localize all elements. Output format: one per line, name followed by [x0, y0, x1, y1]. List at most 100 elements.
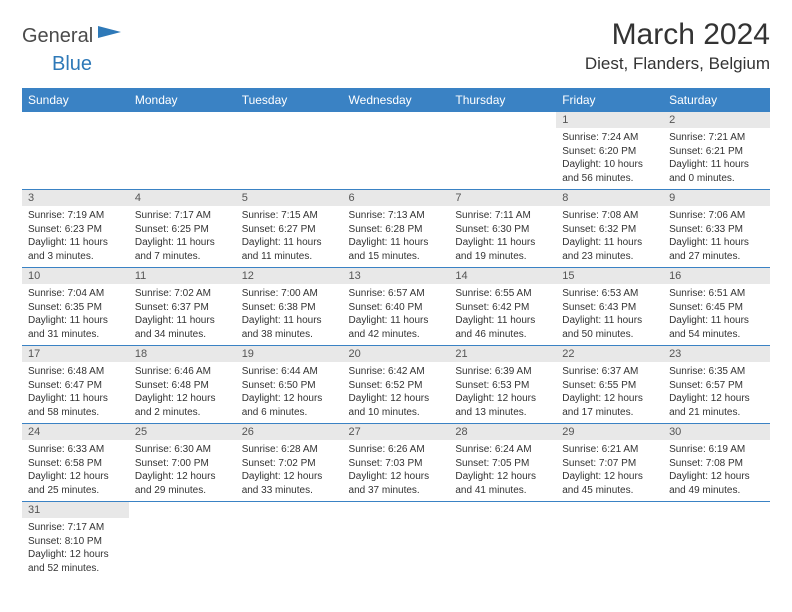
calendar-cell: [449, 112, 556, 190]
sunrise-text: Sunrise: 6:57 AM: [349, 287, 444, 301]
daylight-text-1: Daylight: 12 hours: [135, 392, 230, 406]
calendar-cell: 5Sunrise: 7:15 AMSunset: 6:27 PMDaylight…: [236, 190, 343, 268]
sunset-text: Sunset: 6:55 PM: [562, 379, 657, 393]
calendar-cell: [663, 502, 770, 580]
calendar-cell: 7Sunrise: 7:11 AMSunset: 6:30 PMDaylight…: [449, 190, 556, 268]
daylight-text-1: Daylight: 12 hours: [669, 392, 764, 406]
sunrise-text: Sunrise: 7:15 AM: [242, 209, 337, 223]
sunset-text: Sunset: 7:07 PM: [562, 457, 657, 471]
sunset-text: Sunset: 6:42 PM: [455, 301, 550, 315]
calendar-cell: [449, 502, 556, 580]
calendar-cell: 13Sunrise: 6:57 AMSunset: 6:40 PMDayligh…: [343, 268, 450, 346]
calendar-cell: 21Sunrise: 6:39 AMSunset: 6:53 PMDayligh…: [449, 346, 556, 424]
day-content: Sunrise: 6:19 AMSunset: 7:08 PMDaylight:…: [663, 440, 770, 501]
sunrise-text: Sunrise: 6:51 AM: [669, 287, 764, 301]
sunrise-text: Sunrise: 6:30 AM: [135, 443, 230, 457]
daylight-text-1: Daylight: 12 hours: [242, 470, 337, 484]
daylight-text-2: and 15 minutes.: [349, 250, 444, 264]
daylight-text-2: and 38 minutes.: [242, 328, 337, 342]
day-number: 16: [663, 268, 770, 284]
daylight-text-1: Daylight: 12 hours: [28, 470, 123, 484]
day-content: Sunrise: 7:02 AMSunset: 6:37 PMDaylight:…: [129, 284, 236, 345]
day-content: Sunrise: 6:51 AMSunset: 6:45 PMDaylight:…: [663, 284, 770, 345]
day-content: Sunrise: 6:26 AMSunset: 7:03 PMDaylight:…: [343, 440, 450, 501]
weekday-thursday: Thursday: [449, 88, 556, 112]
sunset-text: Sunset: 6:25 PM: [135, 223, 230, 237]
day-content: Sunrise: 6:35 AMSunset: 6:57 PMDaylight:…: [663, 362, 770, 423]
day-content: Sunrise: 6:24 AMSunset: 7:05 PMDaylight:…: [449, 440, 556, 501]
calendar-cell: 12Sunrise: 7:00 AMSunset: 6:38 PMDayligh…: [236, 268, 343, 346]
sunset-text: Sunset: 6:27 PM: [242, 223, 337, 237]
logo: General: [22, 18, 125, 47]
calendar-cell: [236, 502, 343, 580]
daylight-text-2: and 19 minutes.: [455, 250, 550, 264]
sunrise-text: Sunrise: 6:33 AM: [28, 443, 123, 457]
title-block: March 2024 Diest, Flanders, Belgium: [585, 18, 770, 74]
daylight-text-2: and 2 minutes.: [135, 406, 230, 420]
day-content: Sunrise: 6:28 AMSunset: 7:02 PMDaylight:…: [236, 440, 343, 501]
daylight-text-2: and 23 minutes.: [562, 250, 657, 264]
daylight-text-2: and 58 minutes.: [28, 406, 123, 420]
daylight-text-1: Daylight: 12 hours: [455, 392, 550, 406]
daylight-text-2: and 13 minutes.: [455, 406, 550, 420]
sunset-text: Sunset: 7:05 PM: [455, 457, 550, 471]
day-content: Sunrise: 7:24 AMSunset: 6:20 PMDaylight:…: [556, 128, 663, 189]
sunset-text: Sunset: 6:58 PM: [28, 457, 123, 471]
day-content: Sunrise: 7:19 AMSunset: 6:23 PMDaylight:…: [22, 206, 129, 267]
day-number: 27: [343, 424, 450, 440]
calendar-cell: 16Sunrise: 6:51 AMSunset: 6:45 PMDayligh…: [663, 268, 770, 346]
day-content: Sunrise: 6:30 AMSunset: 7:00 PMDaylight:…: [129, 440, 236, 501]
day-number: 19: [236, 346, 343, 362]
daylight-text-1: Daylight: 12 hours: [349, 470, 444, 484]
calendar-cell: 27Sunrise: 6:26 AMSunset: 7:03 PMDayligh…: [343, 424, 450, 502]
daylight-text-1: Daylight: 11 hours: [349, 236, 444, 250]
calendar-cell: 25Sunrise: 6:30 AMSunset: 7:00 PMDayligh…: [129, 424, 236, 502]
sunset-text: Sunset: 6:45 PM: [669, 301, 764, 315]
day-number: 7: [449, 190, 556, 206]
day-number: 22: [556, 346, 663, 362]
sunrise-text: Sunrise: 7:21 AM: [669, 131, 764, 145]
day-content: Sunrise: 6:53 AMSunset: 6:43 PMDaylight:…: [556, 284, 663, 345]
daylight-text-1: Daylight: 11 hours: [28, 314, 123, 328]
daylight-text-2: and 49 minutes.: [669, 484, 764, 498]
calendar-week-row: 10Sunrise: 7:04 AMSunset: 6:35 PMDayligh…: [22, 268, 770, 346]
sunset-text: Sunset: 6:37 PM: [135, 301, 230, 315]
logo-text-general: General: [22, 26, 93, 46]
calendar-cell: [343, 112, 450, 190]
sunset-text: Sunset: 6:50 PM: [242, 379, 337, 393]
calendar-cell: 17Sunrise: 6:48 AMSunset: 6:47 PMDayligh…: [22, 346, 129, 424]
sunset-text: Sunset: 6:38 PM: [242, 301, 337, 315]
daylight-text-2: and 56 minutes.: [562, 172, 657, 186]
calendar-week-row: 24Sunrise: 6:33 AMSunset: 6:58 PMDayligh…: [22, 424, 770, 502]
day-number: 12: [236, 268, 343, 284]
daylight-text-2: and 31 minutes.: [28, 328, 123, 342]
calendar-week-row: 1Sunrise: 7:24 AMSunset: 6:20 PMDaylight…: [22, 112, 770, 190]
calendar-cell: 10Sunrise: 7:04 AMSunset: 6:35 PMDayligh…: [22, 268, 129, 346]
daylight-text-2: and 37 minutes.: [349, 484, 444, 498]
day-content: Sunrise: 7:21 AMSunset: 6:21 PMDaylight:…: [663, 128, 770, 189]
sunset-text: Sunset: 7:00 PM: [135, 457, 230, 471]
daylight-text-1: Daylight: 11 hours: [135, 314, 230, 328]
day-number: 9: [663, 190, 770, 206]
weekday-saturday: Saturday: [663, 88, 770, 112]
day-content: Sunrise: 6:44 AMSunset: 6:50 PMDaylight:…: [236, 362, 343, 423]
day-content: Sunrise: 6:46 AMSunset: 6:48 PMDaylight:…: [129, 362, 236, 423]
sunset-text: Sunset: 6:52 PM: [349, 379, 444, 393]
sunset-text: Sunset: 6:48 PM: [135, 379, 230, 393]
daylight-text-2: and 33 minutes.: [242, 484, 337, 498]
day-number: 31: [22, 502, 129, 518]
sunset-text: Sunset: 6:43 PM: [562, 301, 657, 315]
daylight-text-1: Daylight: 12 hours: [242, 392, 337, 406]
daylight-text-1: Daylight: 11 hours: [28, 392, 123, 406]
calendar-week-row: 3Sunrise: 7:19 AMSunset: 6:23 PMDaylight…: [22, 190, 770, 268]
calendar-cell: 14Sunrise: 6:55 AMSunset: 6:42 PMDayligh…: [449, 268, 556, 346]
daylight-text-1: Daylight: 11 hours: [242, 236, 337, 250]
day-number: 2: [663, 112, 770, 128]
calendar-cell: 8Sunrise: 7:08 AMSunset: 6:32 PMDaylight…: [556, 190, 663, 268]
day-content: Sunrise: 7:11 AMSunset: 6:30 PMDaylight:…: [449, 206, 556, 267]
sunrise-text: Sunrise: 6:46 AM: [135, 365, 230, 379]
sunrise-text: Sunrise: 7:17 AM: [28, 521, 123, 535]
daylight-text-1: Daylight: 11 hours: [28, 236, 123, 250]
sunrise-text: Sunrise: 7:06 AM: [669, 209, 764, 223]
sunset-text: Sunset: 6:20 PM: [562, 145, 657, 159]
